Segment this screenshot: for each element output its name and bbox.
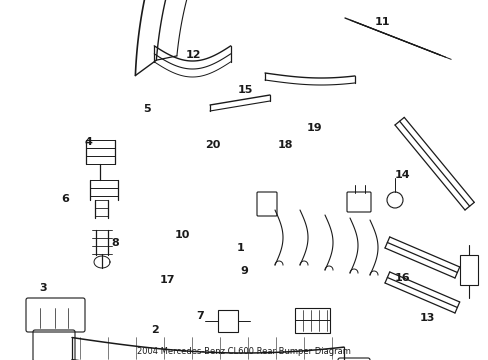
Text: 14: 14 (394, 170, 410, 180)
Text: 1: 1 (237, 243, 244, 253)
Text: 9: 9 (240, 266, 247, 276)
Text: 7: 7 (196, 311, 203, 321)
Bar (294, 308, 329, 333)
Text: 15: 15 (237, 85, 252, 95)
Text: 17: 17 (159, 275, 174, 285)
Text: 12: 12 (185, 50, 201, 60)
Bar (218, 310, 238, 332)
Text: 18: 18 (277, 140, 292, 150)
Text: 5: 5 (143, 104, 150, 114)
Text: 2: 2 (151, 325, 159, 335)
Text: 4: 4 (84, 137, 92, 147)
Text: 6: 6 (61, 194, 69, 204)
Text: 8: 8 (111, 238, 119, 248)
Bar (459, 255, 477, 285)
Text: 20: 20 (205, 140, 220, 150)
Text: 3: 3 (39, 283, 47, 293)
Text: 13: 13 (418, 313, 434, 323)
Text: 16: 16 (394, 273, 410, 283)
Text: 10: 10 (174, 230, 189, 240)
Text: 19: 19 (306, 123, 322, 133)
Text: 11: 11 (373, 17, 389, 27)
Text: 2004 Mercedes-Benz CL600 Rear Bumper Diagram: 2004 Mercedes-Benz CL600 Rear Bumper Dia… (137, 347, 350, 356)
